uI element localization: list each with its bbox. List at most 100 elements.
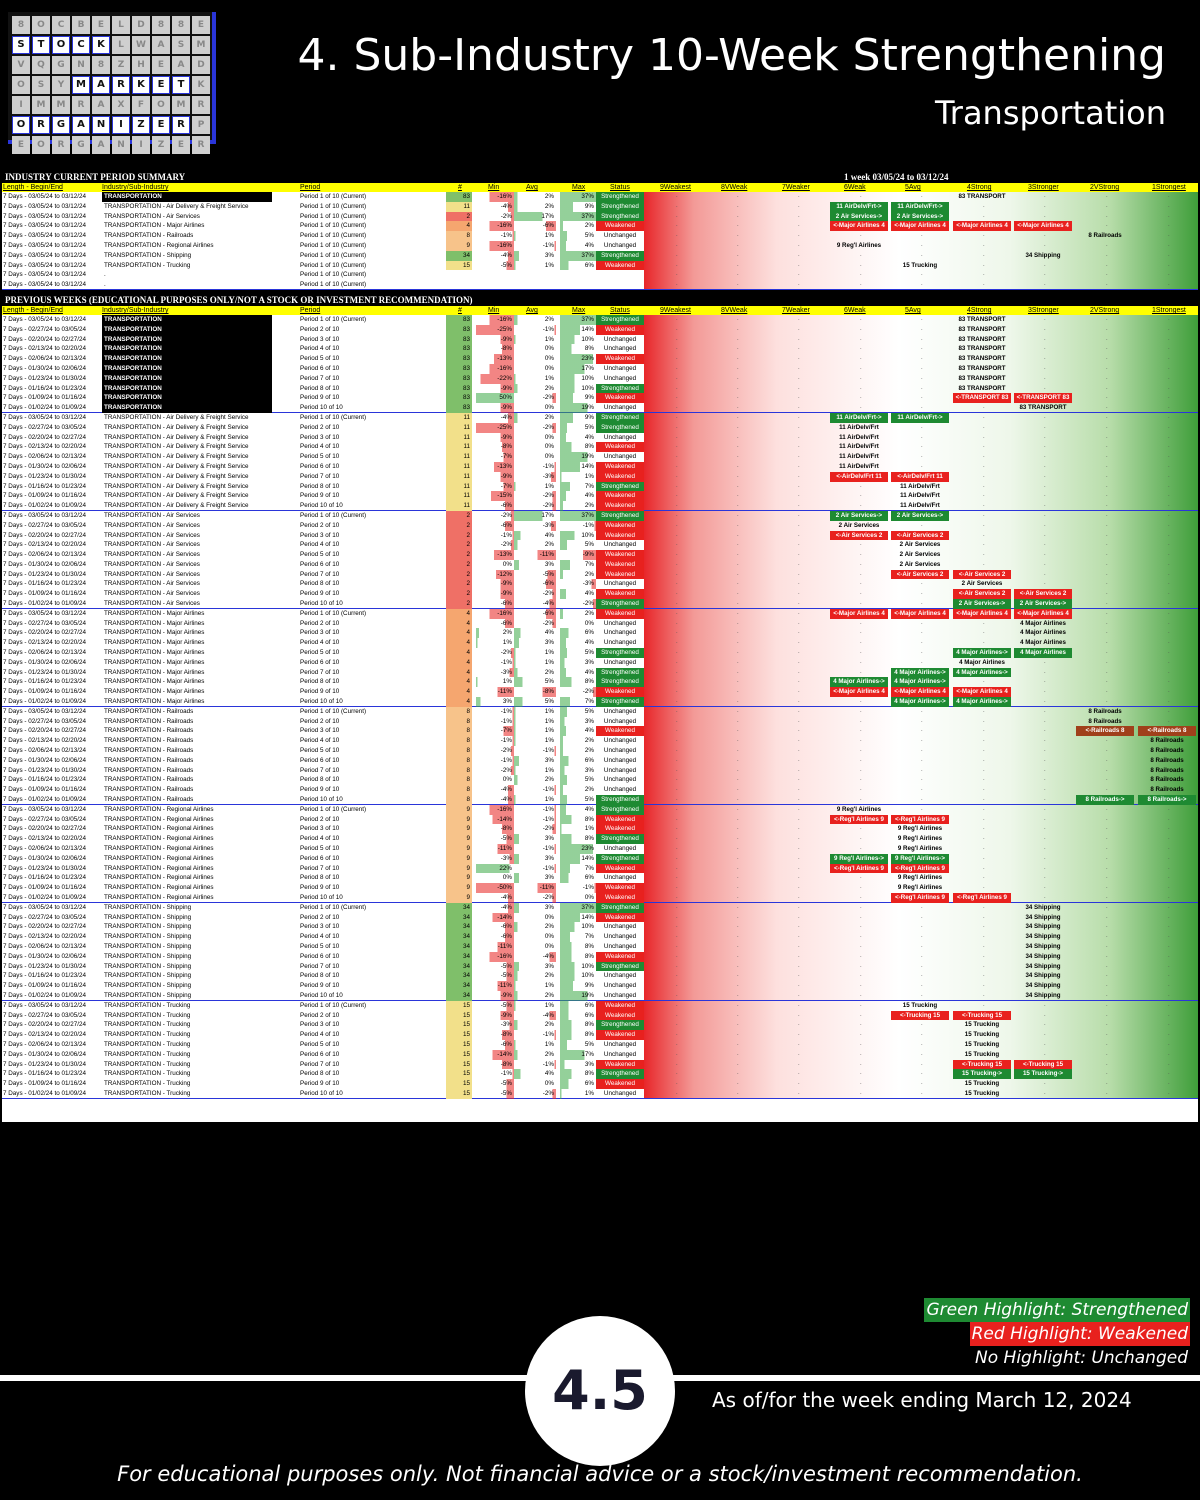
empty-bucket-marker: . <box>1168 805 1170 812</box>
logo-letter: R <box>172 116 190 134</box>
empty-bucket-marker: . <box>860 952 862 959</box>
table-row: 7 Days - 02/20/24 to 02/27/24 TRANSPORTAT… <box>2 334 1198 345</box>
logo-letter: O <box>52 36 70 54</box>
length-cell: 7 Days - 03/05/24 to 03/12/24 <box>3 805 86 813</box>
industry-cell: TRANSPORTATION - Shipping <box>104 982 192 990</box>
industry-cell: TRANSPORTATION - Major Airlines <box>104 609 205 617</box>
industry-cell: TRANSPORTATION - Railroads <box>104 756 194 764</box>
rank-bucket-label: 9 Reg'l Airlines <box>897 884 943 892</box>
count-cell: 9 <box>446 834 472 844</box>
empty-bucket-marker: . <box>1168 776 1170 783</box>
table-row: 7 Days - 02/20/24 to 02/27/24 TRANSPORTAT… <box>2 726 1198 737</box>
empty-bucket-marker: . <box>1106 502 1108 509</box>
avg-cell: -6% <box>514 221 556 232</box>
avg-cell: -1% <box>514 746 556 756</box>
count-cell: 83 <box>446 403 472 413</box>
length-cell: 7 Days - 03/05/24 to 03/12/24 <box>3 232 86 240</box>
empty-bucket-marker: . <box>1106 462 1108 469</box>
count-cell: 34 <box>446 902 472 913</box>
max-cell: 8% <box>560 941 596 952</box>
empty-bucket-marker: . <box>921 364 923 371</box>
period-cell: Period 4 of 10 <box>300 541 340 549</box>
empty-bucket-marker: . <box>676 232 678 239</box>
empty-bucket-marker: . <box>1044 345 1046 352</box>
empty-bucket-marker: . <box>921 335 923 342</box>
column-header: Avg <box>526 306 538 314</box>
empty-bucket-marker: . <box>798 1011 800 1018</box>
empty-bucket-marker: . <box>676 251 678 258</box>
count-cell: 15 <box>446 1069 472 1080</box>
avg-cell: -1% <box>514 1030 556 1040</box>
table-row: 7 Days - 02/20/24 to 02/27/24 TRANSPORTAT… <box>2 432 1198 443</box>
empty-bucket-marker: . <box>1168 893 1170 900</box>
industry-cell: TRANSPORTATION - Air Delivery & Freight … <box>104 433 249 441</box>
logo-letter: Y <box>52 76 70 94</box>
period-cell: Period 1 of 10 (Current) <box>300 281 367 289</box>
max-cell: 14% <box>560 324 596 335</box>
empty-bucket-marker: . <box>860 982 862 989</box>
min-cell: -4% <box>476 412 514 423</box>
min-cell: -4% <box>476 795 514 805</box>
rank-bucket-label: 34 Shipping <box>1025 962 1061 970</box>
max-cell: 7% <box>560 697 596 707</box>
empty-bucket-marker: . <box>1106 658 1108 665</box>
max-cell: 10% <box>560 334 596 345</box>
empty-bucket-marker: . <box>798 609 800 616</box>
empty-bucket-marker: . <box>921 1001 923 1008</box>
avg-cell: -11% <box>514 550 556 560</box>
empty-bucket-marker: . <box>1044 570 1046 577</box>
empty-bucket-marker: . <box>1106 1080 1108 1087</box>
empty-bucket-marker: . <box>737 404 739 411</box>
rank-bucket-label: 8 Railroads <box>1150 776 1184 784</box>
period-cell: Period 6 of 10 <box>300 952 340 960</box>
empty-bucket-marker: . <box>1044 580 1046 587</box>
rank-bucket-label: 11 AirDelv/Frt <box>900 482 940 490</box>
min-cell: -5% <box>476 961 514 972</box>
empty-bucket-marker: . <box>676 433 678 440</box>
rank-bucket-label: <-Air Services 2 <box>953 589 1011 600</box>
status-cell: Unchanged <box>603 374 637 382</box>
empty-bucket-marker: . <box>676 1060 678 1067</box>
industry-cell: TRANSPORTATION - Railroads <box>104 737 194 745</box>
empty-bucket-marker: . <box>1044 443 1046 450</box>
rank-bucket-label: 15 Trucking <box>964 1021 1000 1029</box>
empty-bucket-marker: . <box>1106 335 1108 342</box>
rank-bucket-label: <-TRANSPORT 83 <box>1014 393 1072 404</box>
empty-bucket-marker: . <box>676 212 678 219</box>
empty-bucket-marker: . <box>921 756 923 763</box>
count-cell: 11 <box>446 412 472 423</box>
period-cell: Period 2 of 10 <box>300 913 340 921</box>
empty-bucket-marker: . <box>1044 241 1046 248</box>
empty-bucket-marker: . <box>860 942 862 949</box>
empty-bucket-marker: . <box>1044 560 1046 567</box>
empty-bucket-marker: . <box>737 580 739 587</box>
avg-cell: -3% <box>514 471 556 482</box>
empty-bucket-marker: . <box>1044 854 1046 861</box>
status-cell: Weakened <box>596 491 644 502</box>
previous-title: PREVIOUS WEEKS (EDUCATIONAL PURPOSES ONL… <box>5 294 473 305</box>
period-cell: Period 3 of 10 <box>300 335 340 343</box>
avg-cell: 2% <box>514 667 556 678</box>
empty-bucket-marker: . <box>1044 727 1046 734</box>
rank-bucket-label: <-Reg'l Airlines 9 <box>891 863 949 874</box>
empty-bucket-marker: . <box>983 580 985 587</box>
status-cell: Weakened <box>596 863 644 874</box>
empty-bucket-marker: . <box>676 443 678 450</box>
period-cell: Period 7 of 10 <box>300 570 340 578</box>
empty-bucket-marker: . <box>921 707 923 714</box>
max-cell: 6% <box>560 628 596 639</box>
count-cell: 4 <box>446 638 472 649</box>
rank-bucket-label: <-Major Airlines 4 <box>1014 608 1072 619</box>
industry-cell: TRANSPORTATION - Major Airlines <box>104 688 205 696</box>
empty-bucket-marker: . <box>676 355 678 362</box>
empty-bucket-marker: . <box>860 1060 862 1067</box>
rank-bucket-label: 9 Reg'l Airlines <box>836 805 882 813</box>
table-row: 7 Days - 01/02/24 to 01/09/24 TRANSPORTAT… <box>2 1088 1198 1099</box>
empty-bucket-marker: . <box>798 1040 800 1047</box>
max-cell: 6% <box>560 1079 596 1089</box>
min-cell: -16% <box>476 192 514 202</box>
status-cell: Unchanged <box>603 619 637 627</box>
avg-cell: 4% <box>514 1069 556 1080</box>
max-cell: 37% <box>560 250 596 261</box>
